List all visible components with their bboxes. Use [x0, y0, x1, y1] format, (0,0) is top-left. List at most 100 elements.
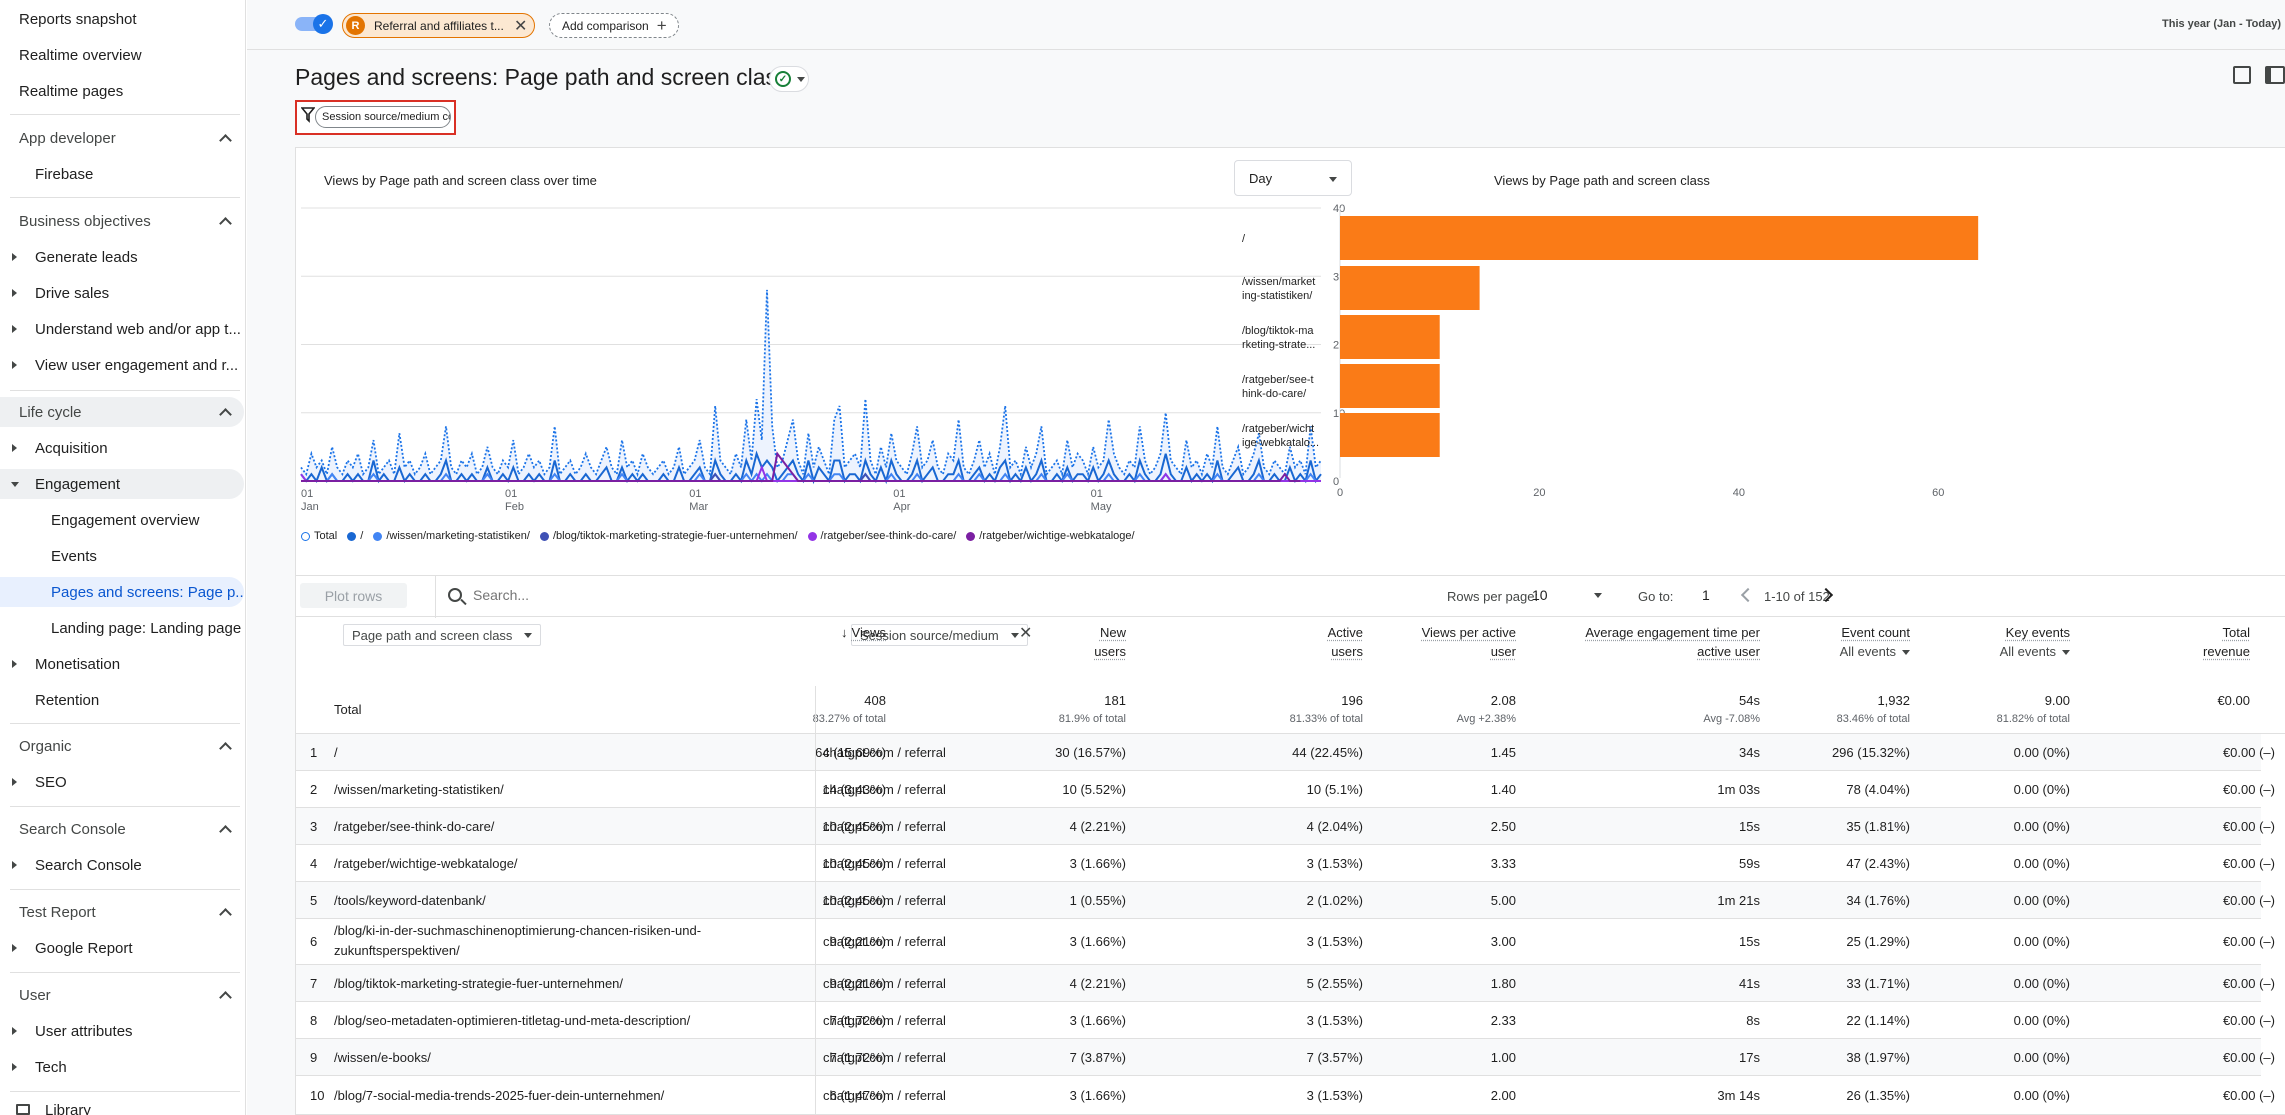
- cell-page-path[interactable]: /ratgeber/see-think-do-care/: [334, 819, 495, 834]
- bar-category-label: /blog/tiktok-ma: [1242, 325, 1314, 337]
- legend-item[interactable]: /blog/tiktok-marketing-strategie-fuer-un…: [539, 530, 798, 542]
- sidebar-item-search-console[interactable]: Search Console: [0, 850, 244, 880]
- legend-item[interactable]: /ratgeber/wichtige-webkataloge/: [966, 530, 1135, 542]
- legend-item[interactable]: /: [347, 530, 363, 542]
- table-row[interactable]: 7 chatgpt.com / referral 9 (2.21%) 4 (2.21%…: [296, 965, 2275, 1002]
- sidebar-section-organic[interactable]: Organic: [0, 731, 244, 761]
- sidebar-item-drive-sales[interactable]: Drive sales: [0, 278, 244, 308]
- sidebar-item-realtime-pages[interactable]: Realtime pages: [0, 76, 244, 106]
- legend-dot: [966, 531, 976, 541]
- goto-input[interactable]: 1: [1702, 587, 1710, 603]
- sidebar-item-engagement-overview[interactable]: Engagement overview: [0, 505, 244, 535]
- cell-page-path[interactable]: /ratgeber/wichtige-webkataloge/: [334, 856, 518, 871]
- rows-per-page-select[interactable]: 10: [1532, 587, 1602, 603]
- cell-page-path[interactable]: /blog/tiktok-marketing-strategie-fuer-un…: [334, 976, 624, 991]
- secondary-dimension-select[interactable]: Session source/medium: [851, 624, 1028, 646]
- date-range-picker[interactable]: This year (Jan - Today): [2162, 18, 2281, 30]
- sidebar-item-realtime-overview[interactable]: Realtime overview: [0, 40, 244, 70]
- comparison-toggle[interactable]: ✓: [295, 14, 333, 34]
- cell-page-path[interactable]: /blog/ki-in-der-suchmaschinenoptimierung…: [334, 921, 701, 961]
- key-event-filter-select[interactable]: All events: [2000, 642, 2070, 661]
- legend-item[interactable]: /ratgeber/see-think-do-care/: [807, 530, 956, 542]
- close-icon[interactable]: ✕: [1019, 625, 1033, 642]
- col-avg-engagement-time[interactable]: Average engagement time per active user: [1585, 623, 1760, 661]
- bar[interactable]: [1340, 364, 1440, 408]
- sidebar-item-landing-page[interactable]: Landing page: Landing page: [0, 613, 244, 643]
- legend-item[interactable]: Total: [301, 530, 337, 542]
- sidebar-item-understand-web[interactable]: Understand web and/or app t...: [0, 314, 244, 344]
- legend-item[interactable]: /wissen/marketing-statistiken/: [373, 530, 530, 542]
- close-icon[interactable]: ✕: [514, 17, 528, 35]
- cell-page-path[interactable]: /blog/7-social-media-trends-2025-fuer-de…: [334, 1088, 665, 1103]
- sidebar-item-acquisition[interactable]: Acquisition: [0, 433, 244, 463]
- bar-chart[interactable]: 0 20 40 60 / /wissen/market ing-statistiken/ /b…: [1066, 203, 2046, 523]
- cell-vpau: 1.40: [1490, 782, 1516, 797]
- filter-chip[interactable]: Session source/medium co... ✕: [315, 106, 451, 128]
- chevron-left-icon[interactable]: [1740, 587, 1756, 603]
- table-row[interactable]: 6 chatgpt.com / referral 9 (2.21%) 3 (1.66%…: [296, 919, 2275, 965]
- bar[interactable]: [1340, 216, 1979, 260]
- table-row[interactable]: 10 chatgpt.com / referral 6 (1.47%) 3 (1.66…: [296, 1076, 2275, 1115]
- col-active-users[interactable]: Active users: [1328, 623, 1363, 661]
- sidebar-section-search-console[interactable]: Search Console: [0, 814, 244, 844]
- sidebar-item-user-engagement[interactable]: View user engagement and r...: [0, 350, 244, 380]
- sidebar-item-monetisation[interactable]: Monetisation: [0, 649, 244, 679]
- legend-dot: [347, 531, 357, 541]
- sidebar-item-google-report[interactable]: Google Report: [0, 933, 244, 963]
- segment-label: Referral and affiliates t...: [374, 18, 504, 33]
- cell-page-path[interactable]: /wissen/marketing-statistiken/: [334, 782, 504, 797]
- bar[interactable]: [1340, 413, 1440, 457]
- bar[interactable]: [1340, 266, 1480, 310]
- sidebar-item-generate-leads[interactable]: Generate leads: [0, 242, 244, 272]
- sidebar-item-tech[interactable]: Tech: [0, 1052, 244, 1082]
- sidebar-item-reports-snapshot[interactable]: Reports snapshot: [0, 4, 244, 34]
- search-input[interactable]: [473, 587, 773, 603]
- sidebar-item-pages-and-screens[interactable]: Pages and screens: Page p...: [0, 577, 245, 607]
- table-row[interactable]: 3 chatgpt.com / referral 10 (2.45%) 4 (2.21…: [296, 808, 2275, 845]
- cell-page-path[interactable]: /tools/keyword-datenbank/: [334, 893, 486, 908]
- insights-icon[interactable]: [2233, 66, 2251, 84]
- table-row[interactable]: 8 chatgpt.com / referral 7 (1.72%) 3 (1.66%…: [296, 1002, 2275, 1039]
- add-comparison-button[interactable]: Add comparison +: [549, 13, 679, 38]
- table-row[interactable]: 4 chatgpt.com / referral 10 (2.45%) 3 (1.66…: [296, 845, 2275, 882]
- col-key-events[interactable]: Key events All events: [2000, 623, 2070, 661]
- sidebar-section-user[interactable]: User: [0, 980, 244, 1010]
- sidebar-item-events[interactable]: Events: [0, 541, 244, 571]
- expand-arrow-icon: [12, 289, 17, 297]
- col-event-count[interactable]: Event count All events: [1840, 623, 1910, 661]
- sidebar-item-engagement[interactable]: Engagement: [0, 469, 244, 499]
- sidebar-section-business-objectives[interactable]: Business objectives: [0, 206, 244, 236]
- cell-page-path[interactable]: /blog/seo-metadaten-optimieren-titletag-…: [334, 1013, 691, 1028]
- plot-rows-button[interactable]: Plot rows: [300, 583, 407, 608]
- report-status-button[interactable]: ✓: [769, 66, 809, 92]
- event-filter-select[interactable]: All events: [1840, 642, 1910, 661]
- sidebar-section-test-report[interactable]: Test Report: [0, 897, 244, 927]
- cell-active: 3 (1.53%): [1306, 934, 1363, 949]
- segment-chip[interactable]: R Referral and affiliates t... ✕: [342, 13, 535, 38]
- sidebar-item-library[interactable]: Library: [0, 1095, 244, 1115]
- col-total-revenue[interactable]: Total revenue: [2203, 623, 2250, 661]
- cell-page-path[interactable]: /: [334, 745, 338, 760]
- granularity-select[interactable]: Day: [1234, 160, 1352, 196]
- sidebar-section-life-cycle[interactable]: Life cycle: [0, 397, 244, 427]
- cell-n: 3: [310, 819, 318, 834]
- table-row[interactable]: 2 chatgpt.com / referral 14 (3.43%) 10 (5.5…: [296, 771, 2275, 808]
- total-value: €0.00: [2217, 693, 2250, 708]
- col-views-per-active-user[interactable]: Views per active user: [1422, 623, 1516, 661]
- sidebar-item-user-attributes[interactable]: User attributes: [0, 1016, 244, 1046]
- table-row[interactable]: 9 chatgpt.com / referral 7 (1.72%) 7 (3.87%…: [296, 1039, 2275, 1076]
- cell-page-path[interactable]: /wissen/e-books/: [334, 1050, 431, 1065]
- col-views[interactable]: ↓ Views: [841, 623, 886, 642]
- sidebar-section-app-developer[interactable]: App developer: [0, 123, 244, 153]
- table-row[interactable]: 5 chatgpt.com / referral 10 (2.45%) 1 (0.55…: [296, 882, 2275, 919]
- sidebar-item-retention[interactable]: Retention: [0, 685, 244, 715]
- col-new-users[interactable]: New users: [1094, 623, 1126, 661]
- cell-src: chatgpt.com / referral: [823, 782, 946, 797]
- primary-dimension-select[interactable]: Page path and screen class: [343, 624, 542, 646]
- sidebar-item-seo[interactable]: SEO: [0, 767, 244, 797]
- table-row[interactable]: 1 chatgpt.com / referral 64 (15.69%) 30 (16…: [296, 734, 2275, 771]
- customize-report-icon[interactable]: [2265, 66, 2285, 84]
- bar[interactable]: [1340, 315, 1440, 359]
- sidebar-item-firebase[interactable]: Firebase: [0, 159, 244, 189]
